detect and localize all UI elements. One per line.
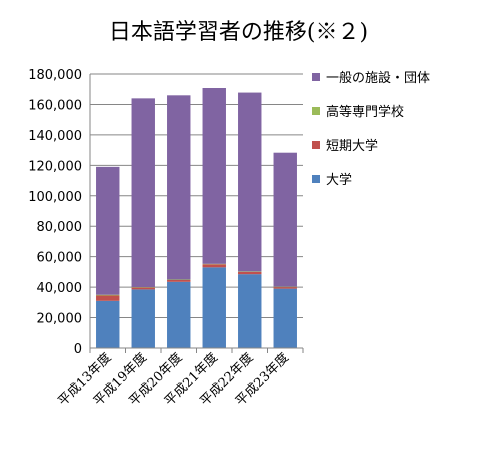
bar-segment <box>273 152 297 287</box>
bar-segment <box>167 95 191 280</box>
bar-segment <box>131 289 155 348</box>
bar-segment <box>96 294 120 296</box>
legend-label: 短期大学 <box>326 138 378 154</box>
bar-segment <box>238 271 262 275</box>
y-tick-label: 160,000 <box>28 98 82 113</box>
legend-swatch <box>312 141 320 149</box>
bar-segment <box>238 92 262 272</box>
bar-segment <box>202 88 226 264</box>
bar-segment <box>96 300 120 348</box>
legend-label: 大学 <box>326 172 352 188</box>
y-tick-label: 140,000 <box>28 129 82 144</box>
bar-segment <box>238 274 262 348</box>
legend-label: 高等専門学校 <box>326 104 404 120</box>
y-tick-label: 80,000 <box>37 220 83 235</box>
chart-title: 日本語学習者の推移(※２) <box>108 20 369 45</box>
bar-segment <box>167 279 191 282</box>
y-tick-label: 20,000 <box>37 312 83 327</box>
bar-segment <box>131 98 155 288</box>
y-tick-label: 100,000 <box>28 190 82 205</box>
bar-segment <box>202 264 226 268</box>
bar-segment <box>131 287 155 290</box>
y-tick-label: 60,000 <box>37 251 83 266</box>
bars <box>96 88 297 348</box>
bar-segment <box>167 281 191 348</box>
y-tick-label: 0 <box>74 342 82 357</box>
y-axis: 0 20,000 40,000 60,000 80,000 100,000 120,000 1… <box>28 68 91 357</box>
y-tick-label: 40,000 <box>37 281 83 296</box>
legend-swatch <box>312 73 320 81</box>
legend-swatch <box>312 107 320 115</box>
y-tick-label: 180,000 <box>28 68 82 83</box>
legend-label: 一般の施設・団体 <box>326 70 430 86</box>
bar-segment <box>96 166 120 295</box>
legend-swatch <box>312 175 320 183</box>
gridlines <box>90 73 303 349</box>
bar-segment <box>96 295 120 301</box>
y-tick-label: 120,000 <box>28 159 82 174</box>
bar-segment <box>273 287 297 289</box>
bar-segment <box>273 288 297 348</box>
bar-segment <box>202 267 226 348</box>
